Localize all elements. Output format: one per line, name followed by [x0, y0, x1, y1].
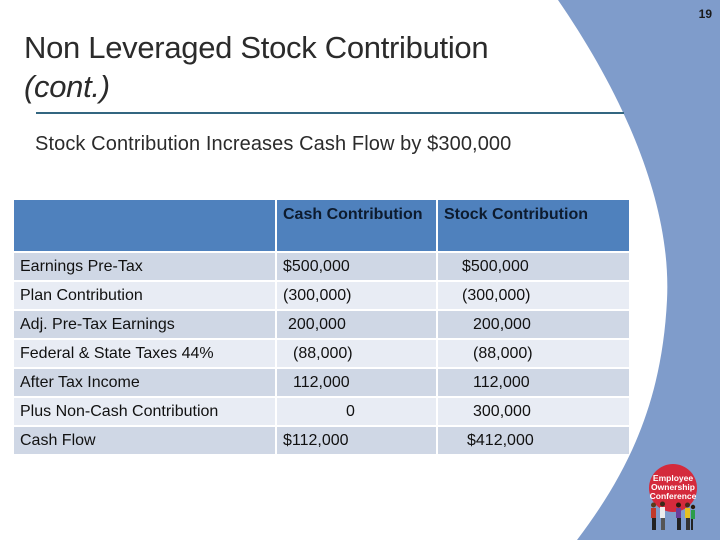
title-line-1: Non Leveraged Stock Contribution — [24, 30, 489, 65]
stock-value: $500,000 — [438, 253, 629, 280]
stock-value: 300,000 — [438, 398, 629, 425]
stock-value: (300,000) — [438, 282, 629, 309]
cash-value: 112,000 — [277, 369, 436, 396]
cash-value: (88,000) — [277, 340, 436, 367]
slide-subtitle: Stock Contribution Increases Cash Flow b… — [35, 133, 512, 155]
row-label: Federal & State Taxes 44% — [14, 340, 275, 367]
header-stock-contribution: Stock Contribution — [438, 200, 629, 251]
header-label-column — [14, 200, 275, 251]
cash-value: 200,000 — [277, 311, 436, 338]
table-header-row: Cash Contribution Stock Contribution — [14, 200, 629, 251]
logo-line-3: Conference — [650, 491, 697, 501]
table-row: Plan Contribution (300,000) (300,000) — [14, 282, 629, 309]
slide-number: 19 — [698, 7, 712, 21]
row-label: After Tax Income — [14, 369, 275, 396]
table-row: Federal & State Taxes 44% (88,000) (88,0… — [14, 340, 629, 367]
stock-value: 200,000 — [438, 311, 629, 338]
header-cash-contribution: Cash Contribution — [277, 200, 436, 251]
table-row: Earnings Pre-Tax $500,000 $500,000 — [14, 253, 629, 280]
row-label: Cash Flow — [14, 427, 275, 454]
row-label: Plan Contribution — [14, 282, 275, 309]
table-row: After Tax Income 112,000 112,000 — [14, 369, 629, 396]
logo-line-2: Ownership — [651, 482, 695, 492]
table-row: Adj. Pre-Tax Earnings 200,000 200,000 — [14, 311, 629, 338]
cash-value: $112,000 — [277, 427, 436, 454]
conference-logo-icon: Employee Ownership Conference — [649, 464, 697, 530]
people-figures-icon — [651, 501, 696, 530]
cash-value: 0 — [277, 398, 436, 425]
title-line-2: (cont.) — [24, 69, 110, 104]
stock-value: 112,000 — [438, 369, 629, 396]
comparison-table: Cash Contribution Stock Contribution Ear… — [12, 198, 631, 456]
title-divider — [36, 112, 624, 114]
slide-title: Non Leveraged Stock Contribution (cont.) — [24, 28, 489, 106]
row-label: Plus Non-Cash Contribution — [14, 398, 275, 425]
logo-line-1: Employee — [653, 473, 693, 483]
row-label: Adj. Pre-Tax Earnings — [14, 311, 275, 338]
stock-value: $412,000 — [438, 427, 629, 454]
cash-value: (300,000) — [277, 282, 436, 309]
row-label: Earnings Pre-Tax — [14, 253, 275, 280]
cash-value: $500,000 — [277, 253, 436, 280]
table-row: Cash Flow $112,000 $412,000 — [14, 427, 629, 454]
stock-value: (88,000) — [438, 340, 629, 367]
table-row: Plus Non-Cash Contribution 0 300,000 — [14, 398, 629, 425]
